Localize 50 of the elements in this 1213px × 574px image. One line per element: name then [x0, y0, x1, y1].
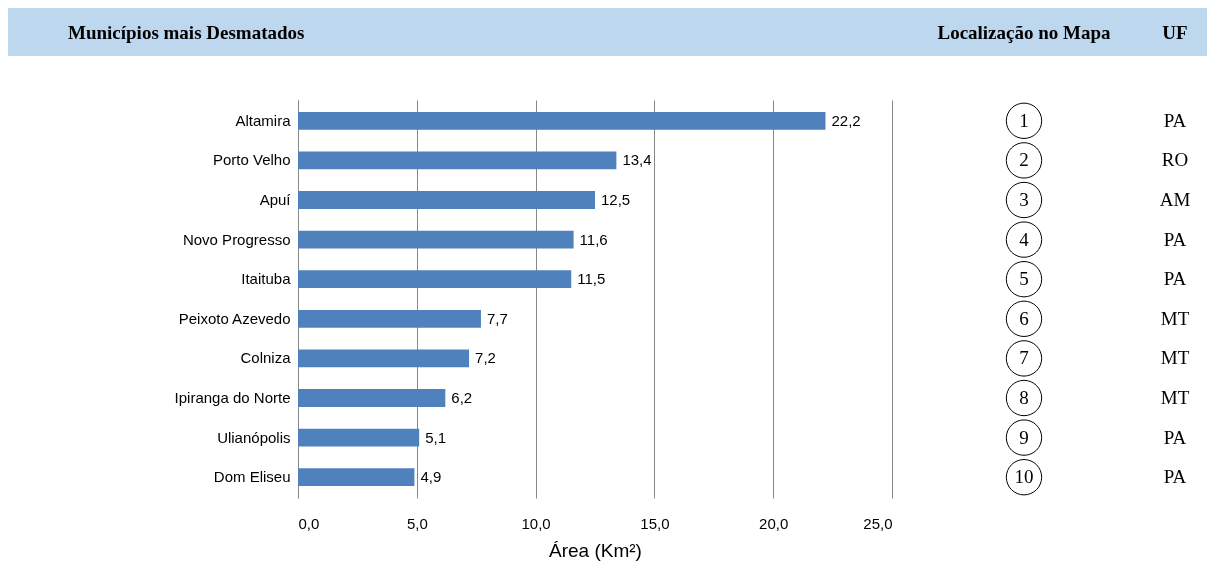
- data-label: 13,4: [622, 151, 652, 169]
- text: PA: [1163, 426, 1187, 448]
- text: 6: [1019, 307, 1029, 329]
- data-label: 6,2: [451, 389, 473, 406]
- data-label: 7,2: [475, 349, 496, 367]
- text: 9: [1019, 426, 1029, 448]
- text: MT: [1160, 307, 1190, 329]
- data-label: 11,6: [579, 230, 608, 248]
- text: UF: [1162, 22, 1188, 43]
- data-label: 22,2: [831, 111, 861, 129]
- y-tick-label: Porto Velho: [212, 151, 291, 169]
- text: PA: [1163, 466, 1187, 488]
- text: MT: [1160, 347, 1190, 369]
- text: MT: [1160, 387, 1190, 408]
- text: 1: [1019, 109, 1029, 131]
- y-tick-label: Peixoto Azevedo: [178, 309, 291, 327]
- data-label: 12,5: [601, 191, 631, 208]
- text: 4: [1019, 228, 1030, 250]
- text: 2: [1019, 149, 1029, 171]
- text: Localização no Mapa: [937, 22, 1112, 43]
- text: 10: [1014, 466, 1034, 488]
- y-tick-label: Itaituba: [241, 270, 292, 288]
- text: 3: [1019, 189, 1029, 210]
- text: AM: [1159, 189, 1191, 210]
- x-axis-title: Área (Km²): [549, 539, 642, 561]
- y-tick-label: Novo Progresso: [182, 230, 291, 248]
- data-label: 7,7: [486, 309, 508, 327]
- x-tick-label: 15,0: [640, 514, 670, 532]
- x-tick-label: 5,0: [406, 514, 428, 532]
- text: 5: [1019, 268, 1029, 290]
- text: RO: [1161, 149, 1189, 171]
- y-tick-label: Apuí: [259, 191, 292, 208]
- chart-title: Municípios mais Desmatados: [68, 22, 305, 43]
- y-tick-label: Altamira: [235, 111, 292, 129]
- text: PA: [1163, 228, 1187, 250]
- x-tick-label: 20,0: [759, 514, 789, 532]
- text: PA: [1163, 268, 1187, 290]
- y-tick-label: Colniza: [240, 349, 292, 367]
- data-label: 11,5: [577, 270, 606, 288]
- x-tick-label: 25,0: [863, 514, 893, 532]
- x-tick-label: 10,0: [521, 514, 551, 532]
- y-tick-label: Ipiranga do Norte: [174, 389, 291, 406]
- text: 8: [1019, 387, 1029, 408]
- data-label: 5,1: [425, 428, 447, 446]
- y-tick-label: Dom Eliseu: [213, 468, 291, 486]
- y-tick-label: Ulianópolis: [217, 428, 291, 446]
- x-tick-label: 0,0: [298, 514, 320, 532]
- text: 7: [1019, 347, 1029, 369]
- data-label: 4,9: [420, 468, 442, 486]
- text: PA: [1163, 109, 1187, 131]
